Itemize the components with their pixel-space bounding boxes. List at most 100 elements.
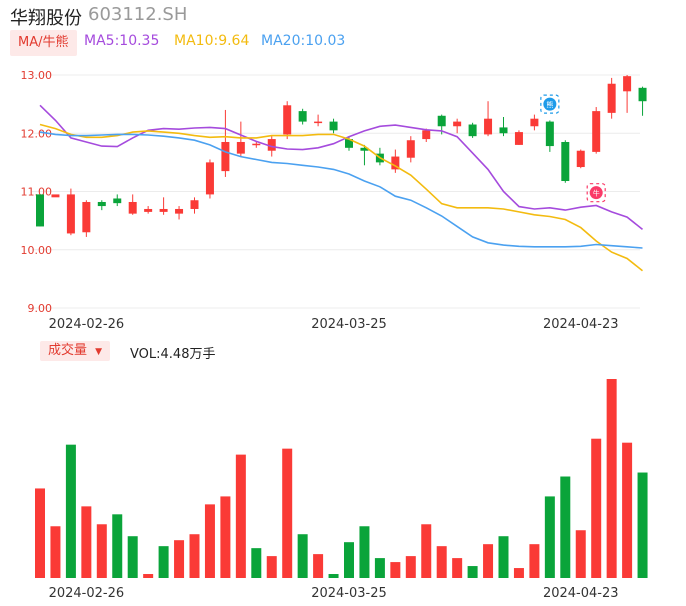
volume-bar xyxy=(374,558,385,578)
candle-body xyxy=(298,111,307,122)
price-tick-label: 9.00 xyxy=(28,302,53,315)
ma5-legend: MA5:10.35 xyxy=(84,33,160,49)
candle-body xyxy=(345,139,353,148)
ma10-legend: MA10:9.64 xyxy=(174,33,250,49)
price-tick-label: 10.00 xyxy=(21,244,53,257)
volume-bar xyxy=(591,438,602,578)
volume-bar xyxy=(405,556,416,578)
candle-body xyxy=(514,132,523,145)
candle-body xyxy=(267,139,276,151)
candle-body xyxy=(190,200,199,209)
volume-bar xyxy=(622,442,633,578)
volume-bar xyxy=(282,448,293,578)
candle-body xyxy=(391,156,400,170)
volume-bar xyxy=(452,558,463,578)
candle-body xyxy=(221,141,230,172)
volume-bar xyxy=(189,534,200,578)
candle-body xyxy=(205,162,214,195)
candle-body xyxy=(623,76,632,92)
candle-body xyxy=(499,127,508,134)
volume-bar xyxy=(467,566,478,578)
candle-body xyxy=(530,118,539,127)
volume-bar xyxy=(174,540,185,578)
candle-body xyxy=(638,87,647,102)
volume-bar xyxy=(220,496,231,578)
volume-date-tick-label: 2024-04-23 xyxy=(543,586,619,601)
volume-bar xyxy=(251,548,262,578)
volume-bar xyxy=(297,534,308,578)
bull-icon-frame xyxy=(586,183,606,203)
volume-bar xyxy=(266,556,277,578)
candle-body xyxy=(406,140,415,158)
volume-bar xyxy=(50,526,61,578)
volume-bar xyxy=(560,476,571,578)
dropdown-icon: ▼ xyxy=(95,347,103,357)
candle-body xyxy=(144,208,153,212)
candle-body xyxy=(576,150,585,168)
volume-date-tick-label: 2024-02-26 xyxy=(49,586,125,601)
candle-body xyxy=(314,121,323,124)
candle-body xyxy=(36,194,44,227)
volume-bar xyxy=(235,454,246,578)
candle-body xyxy=(51,194,60,198)
bear-icon xyxy=(543,97,557,111)
candle-body xyxy=(484,118,493,135)
candle-body xyxy=(437,115,446,127)
price-tick-label: 12.00 xyxy=(21,127,53,140)
candle-body xyxy=(236,141,245,154)
stock-name: 华翔股份 xyxy=(10,8,82,29)
date-tick-label: 2024-03-25 xyxy=(311,317,387,332)
volume-bar xyxy=(575,530,586,578)
volume-bar xyxy=(390,562,401,578)
date-tick-label: 2024-02-26 xyxy=(49,317,125,332)
volume-bar xyxy=(204,504,215,578)
price-tick-label: 11.00 xyxy=(21,186,53,199)
candle-body xyxy=(252,143,261,146)
volume-bar xyxy=(544,496,555,578)
volume-bar xyxy=(158,546,169,578)
ma-bullbear-tab[interactable]: MA/牛熊 xyxy=(10,30,77,56)
candle-body xyxy=(545,121,554,147)
volume-bar xyxy=(96,524,107,578)
date-tick-label: 2024-04-23 xyxy=(543,317,619,332)
volume-bar xyxy=(313,554,324,578)
candle-body xyxy=(360,147,369,151)
candle-body xyxy=(592,111,601,152)
stock-code: 603112.SH xyxy=(88,4,188,25)
volume-bar xyxy=(513,568,524,578)
volume-bar xyxy=(112,514,123,578)
candle-body xyxy=(175,208,184,214)
candle-body xyxy=(329,121,338,131)
candle-body xyxy=(82,201,91,233)
volume-bar xyxy=(127,536,138,578)
bull-icon-label: 牛 xyxy=(593,189,600,198)
volume-date-tick-label: 2024-03-25 xyxy=(311,586,387,601)
candle-body xyxy=(422,130,431,140)
candle-body xyxy=(128,201,137,214)
volume-bar xyxy=(436,546,447,578)
volume-tab[interactable]: 成交量 ▼ xyxy=(40,341,111,361)
candle-body xyxy=(453,121,462,127)
volume-bar xyxy=(483,544,494,578)
volume-bar xyxy=(81,506,92,578)
volume-bar xyxy=(328,574,339,578)
bull-icon xyxy=(589,186,603,200)
candle-body xyxy=(283,105,292,135)
volume-tab-label: 成交量 xyxy=(48,343,88,358)
ma20-legend: MA20:10.03 xyxy=(261,33,346,49)
volume-bar xyxy=(529,544,540,578)
bear-icon-label: 熊 xyxy=(546,100,553,109)
candle-body xyxy=(468,124,477,137)
candle-body xyxy=(159,208,168,212)
ma20-line xyxy=(39,131,643,249)
volume-bar xyxy=(359,526,370,578)
volume-bar xyxy=(65,444,76,578)
candle-body xyxy=(561,141,570,182)
volume-bar xyxy=(143,574,154,578)
volume-bar xyxy=(35,488,45,578)
volume-bar xyxy=(344,542,354,578)
volume-bar xyxy=(637,472,648,578)
candle-body xyxy=(113,198,122,204)
candle-body xyxy=(607,83,616,113)
